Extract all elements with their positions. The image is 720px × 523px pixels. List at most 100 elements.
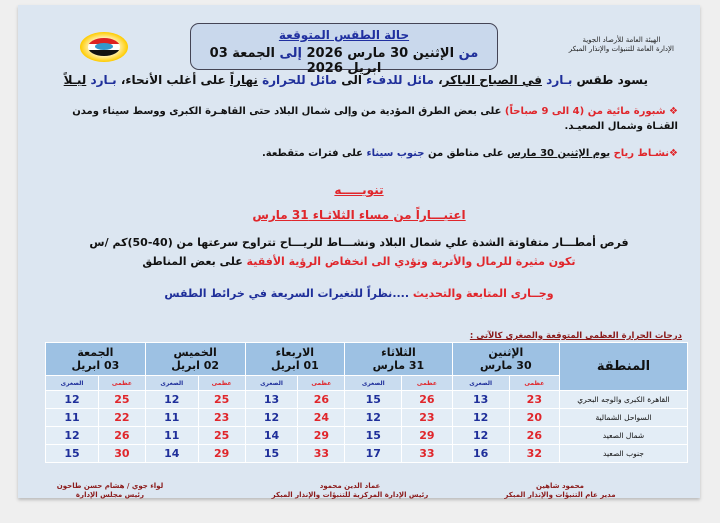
table-row: السواحل الشمالية 20 12 23 12 24 12 23 11 22 11 [44,408,688,427]
max-temp: 29 [197,444,246,463]
min-temp: 12 [144,390,199,409]
min-temp: 14 [244,426,299,445]
max-label: عظمى [508,375,561,391]
min-temp: 13 [244,390,299,409]
max-temp: 32 [508,444,561,463]
region-cell: القاهرة الكبرى والوجه البحري [559,390,688,409]
notice-line: تكون مثيرة للرمال والأتربة وتؤدي الى انخ… [18,255,700,268]
text-segment: نشـاط رياح [610,148,670,159]
day-date: 30 مارس [480,359,532,373]
day-date: 02 ابريل [171,359,220,373]
text-segment: مائل للحرارة [257,73,338,87]
max-label: عظمى [98,375,146,391]
text-segment: الى [337,73,367,87]
min-temp: 12 [344,408,403,427]
text-segment: في الصباح الباكر [442,73,542,87]
text-segment: نهاراً [229,73,258,87]
sig-role: رئيس الإدارة المركزية للتنبؤات والإنذار … [271,491,429,499]
max-temp: 29 [297,426,346,445]
max-temp: 25 [98,390,146,409]
text-segment: ....نظراً للتغيرات السريعة في خرائط الطق… [164,287,413,300]
table-row: شمال الصعيد 26 12 29 15 29 14 25 11 26 12 [44,426,688,445]
day-name: الخميس [173,346,217,360]
text-segment: ❖ [665,106,678,117]
day-header: الإثنين 30 مارس [451,341,561,377]
min-label: الصغرى [451,375,510,391]
max-temp: 26 [401,390,453,409]
notice-title: تنويـــــه [334,183,384,197]
min-temp: 16 [451,444,510,463]
text-segment: بـارد [541,73,573,87]
text-segment: ❖ [669,148,678,159]
notice-line: وجــارى المتابعة والتحديث ....نظراً للتغ… [18,287,700,300]
sig-name: محمود شاهين [535,482,584,490]
max-label: عظمى [197,375,246,391]
signature-1: محمود شاهين مدير عام التنبؤات والإنذار ال… [480,482,640,500]
max-temp: 23 [508,390,561,409]
min-label: الصغرى [144,375,199,391]
text-segment: تكون مثيرة للرمال والأتربة وتؤدي الى انخ… [246,255,576,268]
min-temp: 12 [451,408,510,427]
min-temp: 11 [144,408,199,427]
min-temp: 14 [144,444,199,463]
day-name: الجمعة [77,346,114,360]
day-date: 31 مارس [372,359,425,373]
notice-line: فرص أمطـــار متفاوتة الشدة علي شمال البل… [89,236,629,249]
min-temp: 17 [344,444,403,463]
day-header: الاربعاء 01 ابريل [244,341,346,377]
min-temp: 15 [44,444,100,463]
min-temp: 15 [344,426,403,445]
max-temp: 30 [98,444,146,463]
min-temp: 15 [244,444,299,463]
organization-name: الهيئة العامة للأرصاد الجوية الإدارة الع… [569,36,674,54]
text-segment: وجــارى المتابعة والتحديث [412,287,554,300]
max-temp: 25 [197,390,246,409]
min-label: الصغرى [44,375,100,391]
max-temp: 33 [297,444,346,463]
max-temp: 20 [508,408,561,427]
min-label: الصغرى [244,375,299,391]
text-segment: الجمعة 03 ابريل 2026 [209,46,382,76]
forecast-period: من الإثنين 30 مارس 2026 إلى الجمعة 03 اب… [191,46,497,76]
text-segment: على أغلب الأنحاء، [116,73,230,87]
text-segment: على بعض الطرق المؤدية من وإلى شمال البلا… [72,106,678,132]
region-cell: جنوب الصعيد [559,444,688,463]
org-line: الهيئة العامة للأرصاد الجوية [582,36,661,44]
max-temp: 22 [98,408,146,427]
bullet-fog: ❖ شبورة مائية من (4 الى 9 صباحاً) على بع… [38,104,678,134]
region-cell: السواحل الشمالية [559,408,688,427]
org-line: الإدارة العامة للتنبؤات والإنذار المبكر [568,45,674,53]
text-segment: على بعض المناطق [142,255,247,268]
text-segment: إلى [279,46,302,61]
text-segment: من [454,46,479,61]
text-segment: على فترات متقطعة. [261,148,367,159]
sig-role: مدير عام التنبؤات والإنذار المبكر [504,491,616,499]
title-box: حالة الطقس المتوقعة من الإثنين 30 مارس 2… [190,23,498,76]
day-name: الإثنين [488,346,524,360]
sig-name: عماد الدين محمود [319,482,381,490]
max-temp: 26 [297,390,346,409]
min-temp: 12 [44,390,100,409]
signature-2: عماد الدين محمود رئيس الإدارة المركزية لل… [250,482,450,500]
table-caption: درجات الحرارة العظمى المتوقعة والصغرى كا… [469,331,682,341]
text-segment: الإثنين 30 مارس 2026 [301,46,455,61]
day-date: 03 ابريل [71,359,120,373]
text-segment: ، [433,73,443,87]
min-temp: 12 [451,426,510,445]
day-name: الاربعاء [275,346,315,360]
max-temp: 23 [401,408,453,427]
text-segment: يوم الإثنين 30 مارس [507,148,611,159]
day-header: الثلاثاء 31 مارس [344,341,453,377]
max-temp: 29 [401,426,453,445]
day-header: الجمعة 03 ابريل [45,341,146,377]
min-temp: 13 [451,390,510,409]
table-row: جنوب الصعيد 32 16 33 17 33 15 29 14 30 15 [44,444,688,463]
table-row: القاهرة الكبرى والوجه البحري 23 13 26 15 26 13… [44,390,688,409]
sig-role: رئيس مجلس الإدارة [75,491,145,499]
max-label: عظمى [297,375,346,391]
bullet-wind: ❖نشـاط رياح يوم الإثنين 30 مارس على مناط… [38,148,678,159]
max-temp: 25 [197,426,246,445]
notice-subtitle: اعتبـــاراً من مساء الثلاثـاء 31 مارس [252,208,466,222]
min-label: الصغرى [344,375,403,391]
text-segment: شبورة مائية من (4 الى 9 صباحاً) [504,106,666,117]
